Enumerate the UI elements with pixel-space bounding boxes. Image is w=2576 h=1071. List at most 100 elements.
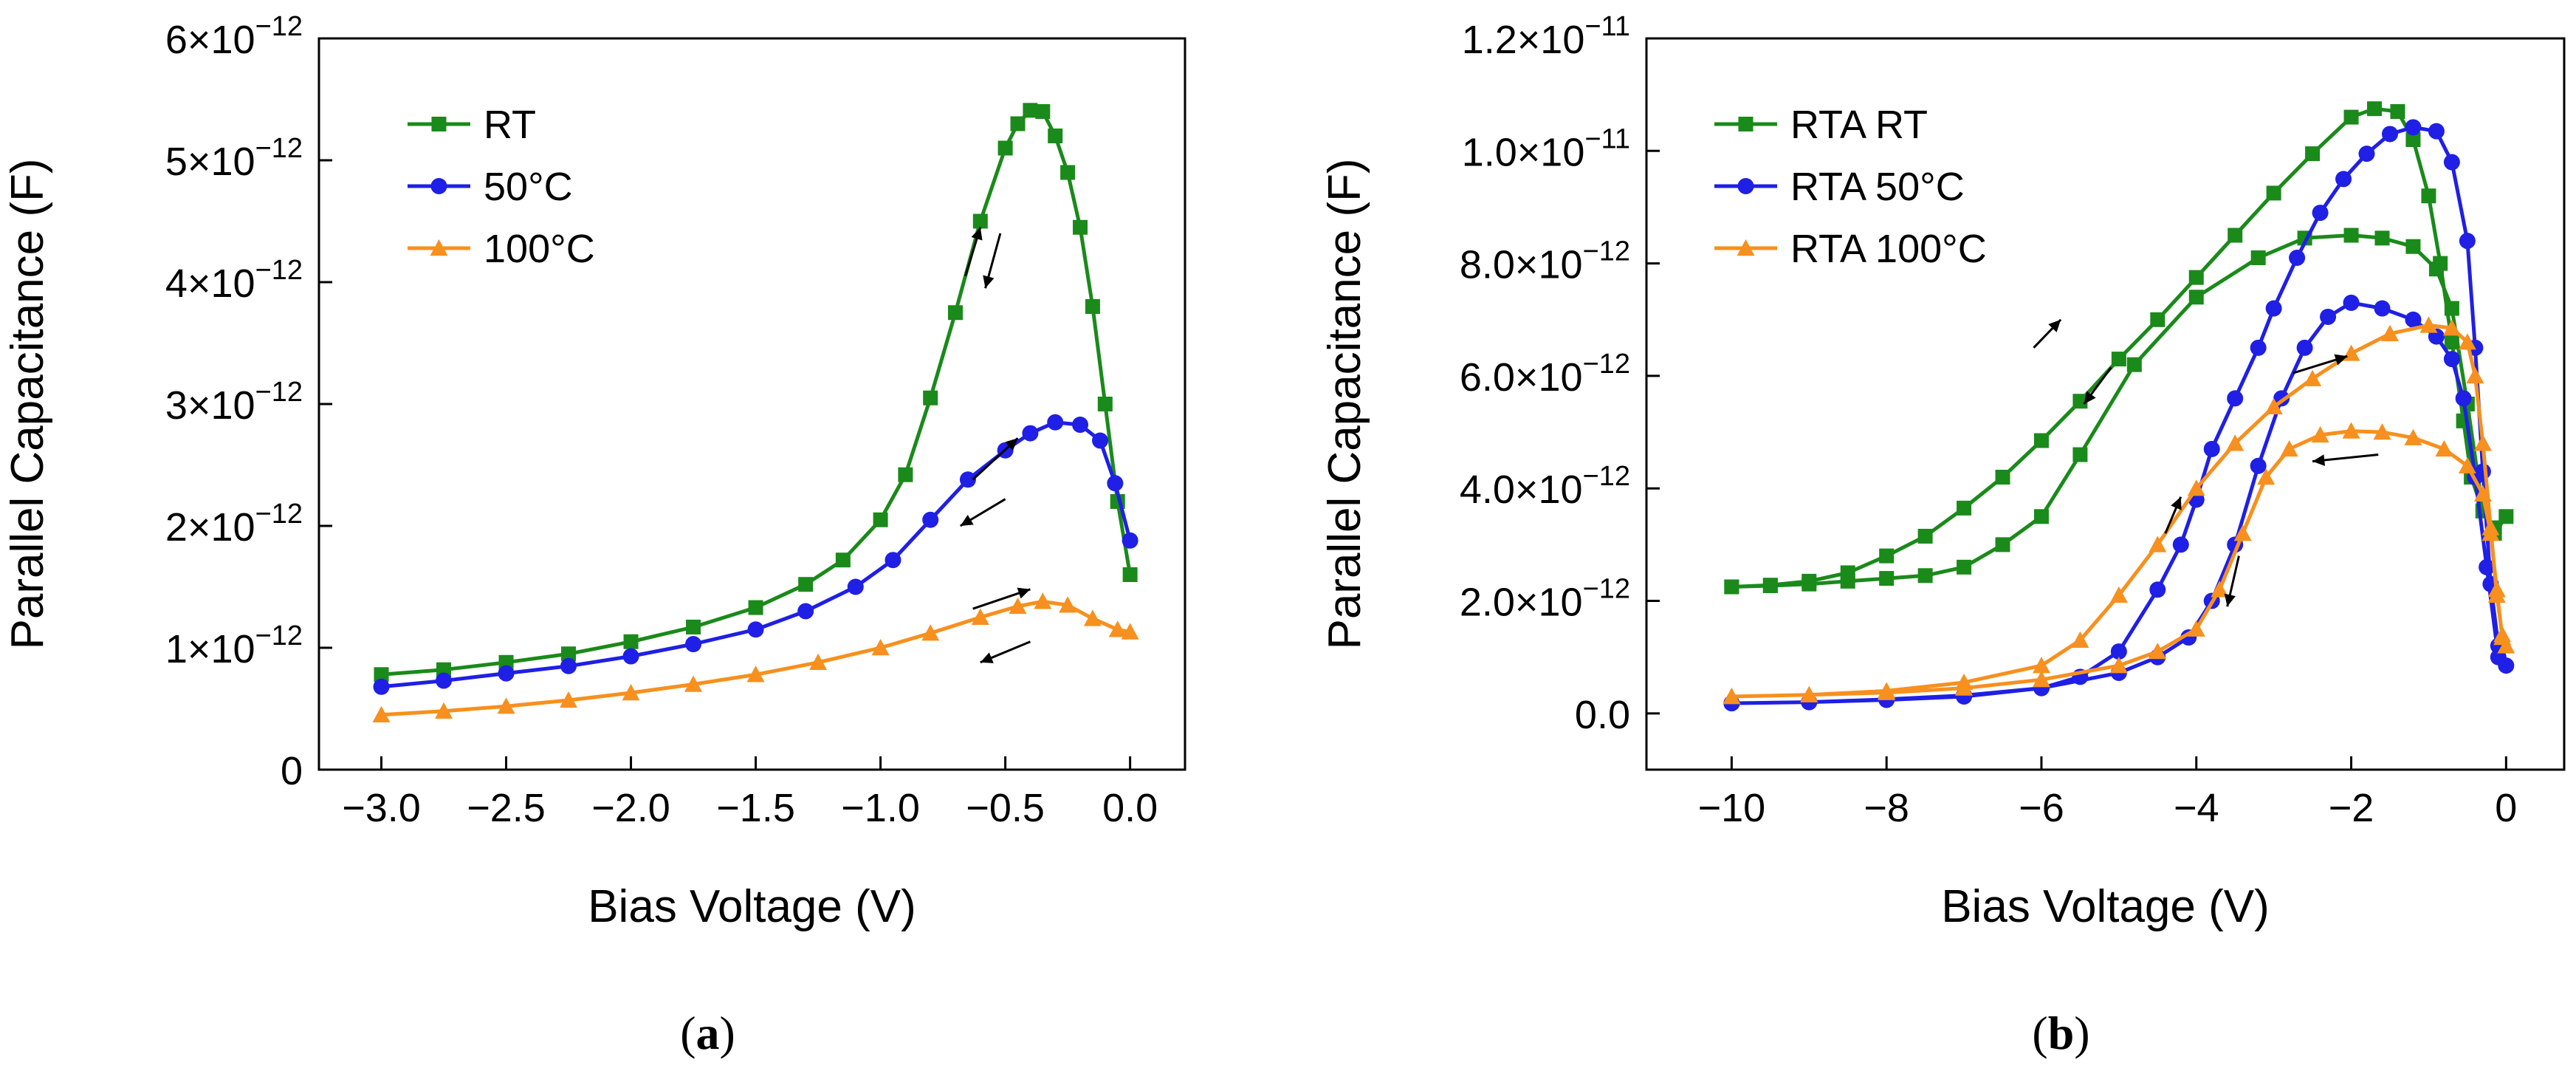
y-tick-mantissa: 2×10 (165, 505, 255, 550)
arrow-head (971, 227, 983, 241)
data-point (2479, 558, 2496, 575)
caption-open: ( (680, 1007, 695, 1059)
data-point (1995, 470, 2010, 485)
y-tick-label: 4.0×10−12 (1460, 461, 1630, 512)
y-tick-label: 0.0 (1575, 693, 1630, 737)
data-point (1917, 568, 1933, 584)
data-point (2110, 643, 2127, 660)
data-point (798, 577, 814, 592)
sweep-arrow (2033, 318, 2062, 349)
data-point (374, 667, 389, 682)
data-point (1047, 414, 1064, 431)
data-point (2444, 335, 2459, 350)
data-point (2458, 333, 2476, 350)
data-point (2111, 352, 2126, 367)
legend-label: 100°C (484, 227, 595, 271)
data-point (2150, 312, 2165, 327)
data-point (2435, 439, 2453, 457)
data-point (835, 552, 851, 568)
data-point (2428, 261, 2444, 277)
y-tick-mantissa: 4.0×10 (1460, 468, 1583, 512)
y-tick-label: 0 (281, 749, 303, 793)
x-tick-label: −1.0 (841, 786, 920, 830)
chart-panel-a: −3.0 −2.5 −2.0 −1.5 −1.0 −0.5 0.001×10−122×10−… (2, 11, 1186, 1059)
data-point (2149, 536, 2167, 552)
y-tick-label: 8.0×10−12 (1460, 236, 1630, 287)
data-point (948, 305, 964, 321)
sweep-arrow (2224, 555, 2240, 607)
data-point (2367, 101, 2383, 117)
data-point (1800, 685, 1818, 702)
y-tick-exponent: −11 (1584, 11, 1630, 42)
x-tick-label: −10 (1698, 786, 1766, 830)
data-point (1022, 425, 1039, 442)
data-point (2381, 126, 2398, 143)
data-point (2481, 524, 2500, 541)
x-tick-label: −1.5 (716, 786, 795, 830)
series-line (1731, 125, 2508, 705)
data-point (2343, 109, 2359, 125)
data-point (1048, 129, 1063, 143)
y-tick-label: 4×10−12 (165, 255, 303, 306)
sweep-arrow (983, 233, 1002, 289)
data-point (2203, 440, 2220, 457)
panel-caption: (a) (680, 1007, 735, 1059)
data-point (2226, 434, 2244, 451)
data-point (2443, 351, 2460, 368)
y-tick-exponent: −12 (255, 377, 303, 408)
data-point (923, 390, 938, 406)
data-point (2458, 456, 2476, 473)
data-point (1879, 571, 1895, 586)
data-point (748, 600, 763, 615)
data-point (2444, 301, 2459, 316)
data-point (2405, 239, 2421, 254)
data-point (1108, 620, 1127, 637)
y-tick-mantissa: 1×10 (165, 627, 255, 671)
y-tick-mantissa: 3×10 (165, 383, 255, 428)
data-point (2405, 119, 2422, 136)
data-point (1085, 299, 1100, 314)
y-tick-label: 2×10−12 (165, 499, 303, 550)
data-point (685, 636, 702, 653)
data-point (1724, 579, 1739, 595)
data-point (1060, 165, 1076, 180)
sweep-arrow (972, 437, 1019, 481)
data-point (1092, 432, 1109, 449)
series-RTA 100°C (1723, 316, 2515, 705)
data-point (1995, 537, 2010, 552)
data-point (885, 552, 901, 569)
data-point (435, 702, 453, 719)
data-point (498, 665, 515, 682)
chart-panel-b: −10 −8 −6 −4 −2 00.02.0×10−124.0×10−126.0×10−… (1319, 11, 2566, 1059)
y-tick-exponent: −12 (255, 255, 303, 286)
data-point (560, 691, 578, 708)
data-point (2419, 316, 2438, 333)
data-point (2342, 344, 2360, 361)
legend-marker (1737, 178, 1754, 194)
y-tick-mantissa: 2.0×10 (1460, 581, 1583, 625)
data-point (2498, 509, 2514, 524)
y-tick-exponent: −12 (1583, 236, 1630, 267)
y-tick-mantissa: 8.0×10 (1460, 243, 1583, 287)
y-tick-mantissa: 5×10 (165, 140, 255, 184)
data-point (2404, 428, 2422, 445)
data-point (1879, 548, 1895, 564)
legend-marker (1737, 239, 1755, 256)
data-point (2343, 227, 2359, 243)
y-tick-label: 3×10−12 (165, 377, 303, 428)
legend-marker (1738, 117, 1754, 131)
data-point (2311, 425, 2329, 443)
data-point (560, 657, 577, 674)
data-point (1878, 683, 1896, 700)
data-point (1840, 573, 1855, 589)
data-point (2280, 439, 2298, 457)
data-point (972, 213, 988, 229)
data-point (1035, 104, 1051, 119)
data-point (959, 471, 976, 488)
data-point (373, 678, 390, 695)
data-point (2250, 457, 2267, 474)
arrow-head (980, 652, 994, 663)
data-point (2265, 300, 2282, 317)
y-tick-exponent: −12 (255, 620, 303, 651)
